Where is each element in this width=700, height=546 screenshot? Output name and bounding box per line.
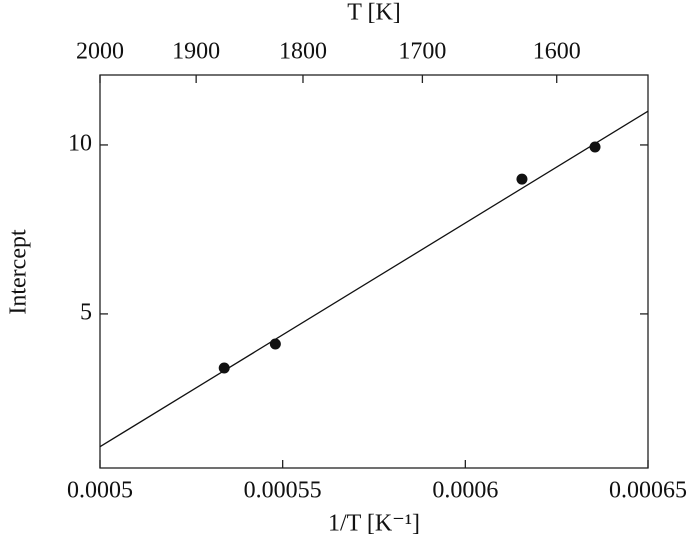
plot-frame xyxy=(99,74,649,469)
data-point xyxy=(589,141,601,153)
x-tick-label: 0.0005 xyxy=(67,478,133,504)
data-point xyxy=(269,338,281,350)
y-tick-label: 5 xyxy=(80,299,92,325)
x2-tick-label: 1600 xyxy=(533,39,581,65)
x-tick-label: 0.0006 xyxy=(432,478,498,504)
x2-axis-label: T [K] xyxy=(347,0,401,26)
x-tick-label: 0.00055 xyxy=(244,478,322,504)
data-point xyxy=(516,173,528,185)
y-axis-label: Intercept xyxy=(6,229,32,315)
x2-tick-label: 1700 xyxy=(398,39,446,65)
y-tick-label: 10 xyxy=(68,130,92,156)
x2-tick-label: 1800 xyxy=(279,39,327,65)
x2-tick-label: 1900 xyxy=(172,39,220,65)
x-tick-label: 0.00065 xyxy=(609,478,687,504)
x-axis-label: 1/T [K⁻¹] xyxy=(328,511,420,537)
data-point xyxy=(218,362,230,374)
x2-tick-label: 2000 xyxy=(76,39,124,65)
fit-line xyxy=(99,110,649,448)
